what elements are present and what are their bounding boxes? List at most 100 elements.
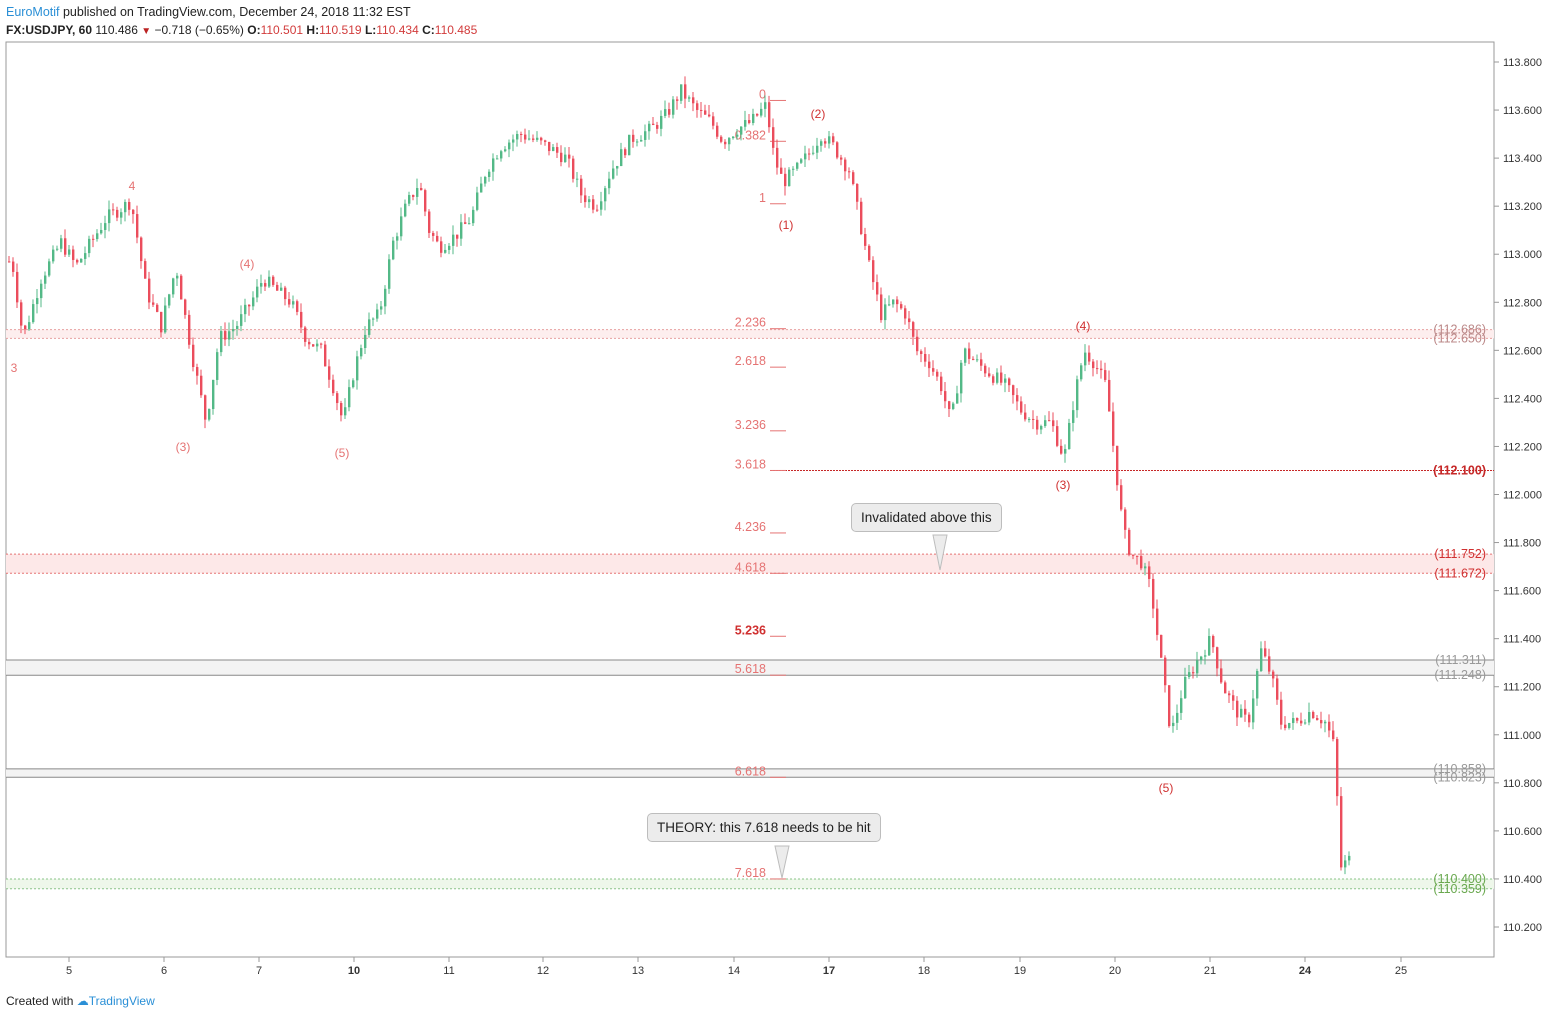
candle-body bbox=[896, 299, 899, 305]
candle-body bbox=[532, 138, 535, 140]
candle-body bbox=[484, 177, 487, 184]
candle-body bbox=[920, 351, 923, 354]
candle-body bbox=[1288, 723, 1291, 729]
candle-body bbox=[488, 171, 491, 178]
candle-body bbox=[1224, 682, 1227, 694]
candle-body bbox=[1144, 566, 1147, 569]
candle-body bbox=[508, 142, 511, 150]
candle-body bbox=[464, 222, 467, 224]
candle-body bbox=[68, 249, 71, 255]
candle-body bbox=[448, 245, 451, 250]
candle-body bbox=[1176, 712, 1179, 723]
publisher-link[interactable]: EuroMotif bbox=[6, 5, 60, 19]
candle-body bbox=[1040, 426, 1043, 430]
candle-body bbox=[524, 134, 527, 140]
candle-body bbox=[20, 302, 23, 326]
candle-body bbox=[1048, 420, 1051, 422]
candle-body bbox=[248, 304, 251, 307]
level-label: (110.858) bbox=[1433, 762, 1486, 776]
candle-body bbox=[716, 125, 719, 137]
candle-body bbox=[40, 283, 43, 299]
candle-body bbox=[300, 311, 303, 328]
candle-body bbox=[788, 169, 791, 187]
candles bbox=[8, 76, 1351, 875]
candle-body bbox=[1340, 796, 1343, 868]
fib-level-label: 2.618 bbox=[735, 354, 766, 368]
candle-body bbox=[1052, 420, 1055, 427]
candle-body bbox=[876, 282, 879, 295]
candle-body bbox=[584, 195, 587, 203]
open-value: 110.501 bbox=[260, 23, 304, 37]
candle-body bbox=[260, 283, 263, 287]
created-with-text: Created with bbox=[6, 994, 74, 1008]
candle-body bbox=[536, 137, 539, 140]
candle-body bbox=[268, 276, 271, 287]
y-tick-label: 110.400 bbox=[1503, 874, 1542, 886]
callout-theory[interactable]: THEORY: this 7.618 needs to be hit bbox=[647, 813, 881, 842]
candle-body bbox=[592, 199, 595, 210]
candle-body bbox=[892, 299, 895, 305]
candle-body bbox=[632, 134, 635, 142]
last-price: 110.486 bbox=[95, 23, 138, 37]
candle-body bbox=[936, 371, 939, 377]
fib-level-label: 2.236 bbox=[735, 316, 766, 330]
zone-band bbox=[6, 329, 1494, 339]
candle-body bbox=[944, 391, 947, 402]
x-tick-label: 12 bbox=[537, 965, 549, 977]
candle-body bbox=[360, 348, 363, 357]
candle-body bbox=[264, 283, 267, 287]
candle-body bbox=[1168, 685, 1171, 727]
y-tick-label: 112.600 bbox=[1503, 345, 1542, 357]
candle-body bbox=[900, 304, 903, 309]
level-label: (110.359) bbox=[1433, 882, 1486, 896]
candle-body bbox=[208, 409, 211, 420]
candle-body bbox=[976, 359, 979, 361]
candle-body bbox=[456, 234, 459, 239]
callout-invalidated[interactable]: Invalidated above this bbox=[851, 503, 1002, 532]
candle-body bbox=[1332, 730, 1335, 740]
level-label: (112.650) bbox=[1433, 331, 1486, 345]
candle-body bbox=[140, 237, 143, 262]
candle-body bbox=[628, 134, 631, 156]
price-change: −0.718 (−0.65%) bbox=[154, 23, 244, 37]
candle-body bbox=[1276, 678, 1279, 700]
candle-body bbox=[664, 109, 667, 116]
candle-body bbox=[64, 238, 67, 255]
callout-pointers bbox=[774, 534, 948, 879]
candle-body bbox=[988, 373, 991, 377]
candle-body bbox=[252, 297, 255, 307]
x-tick-label: 25 bbox=[1395, 965, 1407, 977]
y-tick-label: 112.000 bbox=[1503, 490, 1542, 502]
candle-body bbox=[764, 102, 767, 109]
fib-level-label: 3.618 bbox=[735, 457, 766, 471]
candle-body bbox=[1120, 485, 1123, 510]
candle-body bbox=[608, 178, 611, 189]
candle-body bbox=[844, 159, 847, 172]
candle-body bbox=[76, 259, 79, 263]
candle-body bbox=[344, 407, 347, 416]
candle-body bbox=[1072, 410, 1075, 423]
candle-body bbox=[1344, 860, 1347, 868]
candle-body bbox=[1208, 636, 1211, 656]
x-tick-label: 10 bbox=[348, 965, 360, 977]
candle-body bbox=[856, 183, 859, 202]
candle-body bbox=[1256, 670, 1259, 699]
tradingview-link[interactable]: TradingView bbox=[88, 994, 155, 1008]
price-axis: 113.800 113.600 113.400 113.200 113.000 112.8… bbox=[1494, 57, 1542, 934]
candle-body bbox=[112, 209, 115, 211]
candle-body bbox=[1124, 509, 1127, 530]
candle-body bbox=[796, 162, 799, 169]
candle-body bbox=[816, 145, 819, 153]
fib-level-label: 4.618 bbox=[735, 560, 766, 574]
fib-level-label: 6.618 bbox=[735, 764, 766, 778]
wave-label: (5) bbox=[335, 446, 350, 460]
zone-band bbox=[6, 554, 1494, 574]
candle-body bbox=[792, 168, 795, 170]
candle-body bbox=[148, 278, 151, 303]
candle-body bbox=[1148, 566, 1151, 579]
candle-body bbox=[540, 137, 543, 141]
candle-body bbox=[48, 261, 51, 276]
candle-body bbox=[812, 152, 815, 154]
candle-body bbox=[840, 157, 843, 160]
